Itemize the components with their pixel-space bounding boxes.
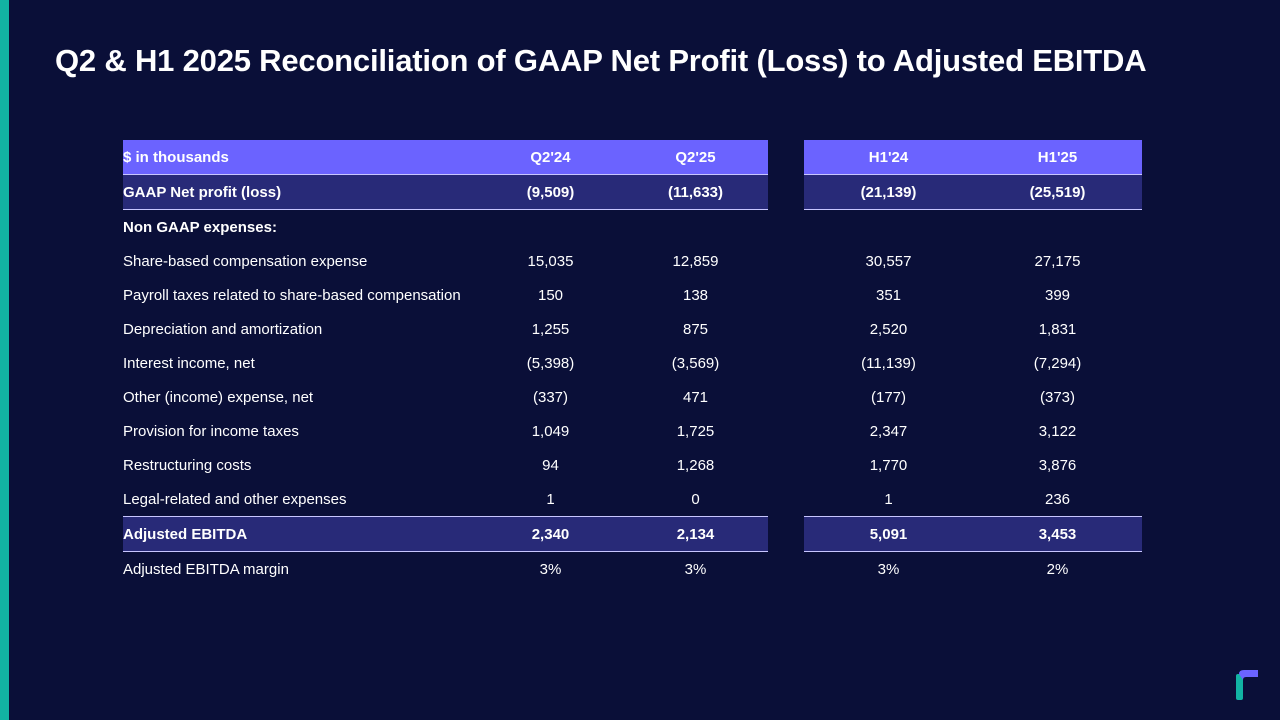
cell-q2-25: 3%: [684, 560, 707, 578]
row-label: GAAP Net profit (loss): [123, 174, 478, 210]
header-label: $ in thousands: [123, 140, 478, 175]
row-label: Payroll taxes related to share-based com…: [123, 286, 461, 304]
cell-q2-24: 94: [542, 456, 559, 474]
cell-h1-24: 2,347: [869, 422, 908, 440]
row-label: Interest income, net: [123, 354, 255, 372]
cell-h1-25: 3,122: [1038, 422, 1077, 440]
cell-h1-25: (7,294): [1033, 354, 1082, 372]
table-row: Legal-related and other expenses 1 0 1 2…: [123, 482, 1142, 517]
cell-q2-24: 3%: [539, 560, 562, 578]
table-row-adjusted-ebitda: Adjusted EBITDA 2,340 2,134 5,091 3,453: [123, 516, 1142, 552]
cell-h1-25: 3,453: [973, 516, 1142, 552]
cell-q2-24: (337): [532, 388, 569, 406]
row-label: Provision for income taxes: [123, 422, 299, 440]
table-row-gaap-net: GAAP Net profit (loss) (9,509) (11,633) …: [123, 174, 1142, 210]
cell-h1-25: (373): [1039, 388, 1076, 406]
table-row: Share-based compensation expense 15,035 …: [123, 244, 1142, 278]
cell-h1-24: 3%: [877, 560, 900, 578]
row-label: Legal-related and other expenses: [123, 490, 347, 508]
table-row: Depreciation and amortization 1,255 875 …: [123, 312, 1142, 346]
cell-q2-25: 138: [682, 286, 709, 304]
cell-q2-24: 1,255: [531, 320, 570, 338]
header-h1-24: H1'24: [804, 140, 973, 175]
cell-q2-24: 1,049: [531, 422, 570, 440]
header-q2-25: Q2'25: [623, 140, 768, 175]
cell-q2-24: (9,509): [478, 174, 623, 210]
cell-q2-24: (5,398): [526, 354, 575, 372]
cell-h1-24: 30,557: [865, 252, 912, 270]
cell-h1-24: 2,520: [869, 320, 908, 338]
cell-q2-25: 471: [682, 388, 709, 406]
table-header-row: $ in thousands Q2'24 Q2'25 H1'24 H1'25: [123, 140, 1142, 175]
table-row: Provision for income taxes 1,049 1,725 2…: [123, 414, 1142, 448]
row-label: Other (income) expense, net: [123, 388, 314, 406]
row-label: Restructuring costs: [123, 456, 252, 474]
cell-q2-24: 150: [537, 286, 564, 304]
cell-h1-24: (21,139): [804, 174, 973, 210]
row-label: Share-based compensation expense: [123, 252, 368, 270]
cell-h1-25: 3,876: [1038, 456, 1077, 474]
cell-q2-25: (3,569): [671, 354, 720, 372]
row-label: Adjusted EBITDA margin: [123, 560, 289, 578]
cell-h1-24: 1,770: [869, 456, 908, 474]
cell-q2-24: 15,035: [527, 252, 574, 270]
row-label: Depreciation and amortization: [123, 320, 323, 338]
table-row: Other (income) expense, net (337) 471 (1…: [123, 380, 1142, 414]
cell-h1-25: (25,519): [973, 174, 1142, 210]
cell-h1-25: 1,831: [1038, 320, 1077, 338]
cell-q2-25: 1,268: [676, 456, 715, 474]
cell-q2-25: 1,725: [676, 422, 715, 440]
row-label: Adjusted EBITDA: [123, 516, 478, 552]
page-title: Q2 & H1 2025 Reconciliation of GAAP Net …: [55, 43, 1147, 78]
cell-q2-25: (11,633): [623, 174, 768, 210]
accent-bar: [0, 0, 9, 720]
cell-q2-25: 2,134: [623, 516, 768, 552]
cell-q2-24: 2,340: [478, 516, 623, 552]
table-row: Restructuring costs 94 1,268 1,770 3,876: [123, 448, 1142, 482]
cell-q2-25: 0: [691, 490, 700, 508]
brand-logo-icon: [1236, 670, 1258, 700]
header-h1-25: H1'25: [973, 140, 1142, 175]
cell-h1-25: 399: [1044, 286, 1071, 304]
table-row-margin: Adjusted EBITDA margin 3% 3% 3% 2%: [123, 552, 1142, 587]
cell-h1-24: 1: [884, 490, 893, 508]
cell-h1-24: 5,091: [804, 516, 973, 552]
cell-q2-25: 875: [682, 320, 709, 338]
cell-h1-24: (11,139): [861, 354, 916, 372]
cell-h1-24: 351: [875, 286, 902, 304]
header-q2-24: Q2'24: [478, 140, 623, 175]
row-label: Non GAAP expenses:: [123, 218, 277, 236]
table-row: Payroll taxes related to share-based com…: [123, 278, 1142, 312]
cell-h1-25: 27,175: [1034, 252, 1081, 270]
cell-q2-25: 12,859: [672, 252, 719, 270]
cell-h1-24: (177): [870, 388, 907, 406]
cell-q2-24: 1: [546, 490, 555, 508]
reconciliation-table: $ in thousands Q2'24 Q2'25 H1'24 H1'25 G…: [123, 140, 1142, 586]
cell-h1-25: 2%: [1046, 560, 1069, 578]
table-row: Interest income, net (5,398) (3,569) (11…: [123, 346, 1142, 380]
cell-h1-25: 236: [1044, 490, 1071, 508]
table-row-section: Non GAAP expenses:: [123, 210, 1142, 245]
